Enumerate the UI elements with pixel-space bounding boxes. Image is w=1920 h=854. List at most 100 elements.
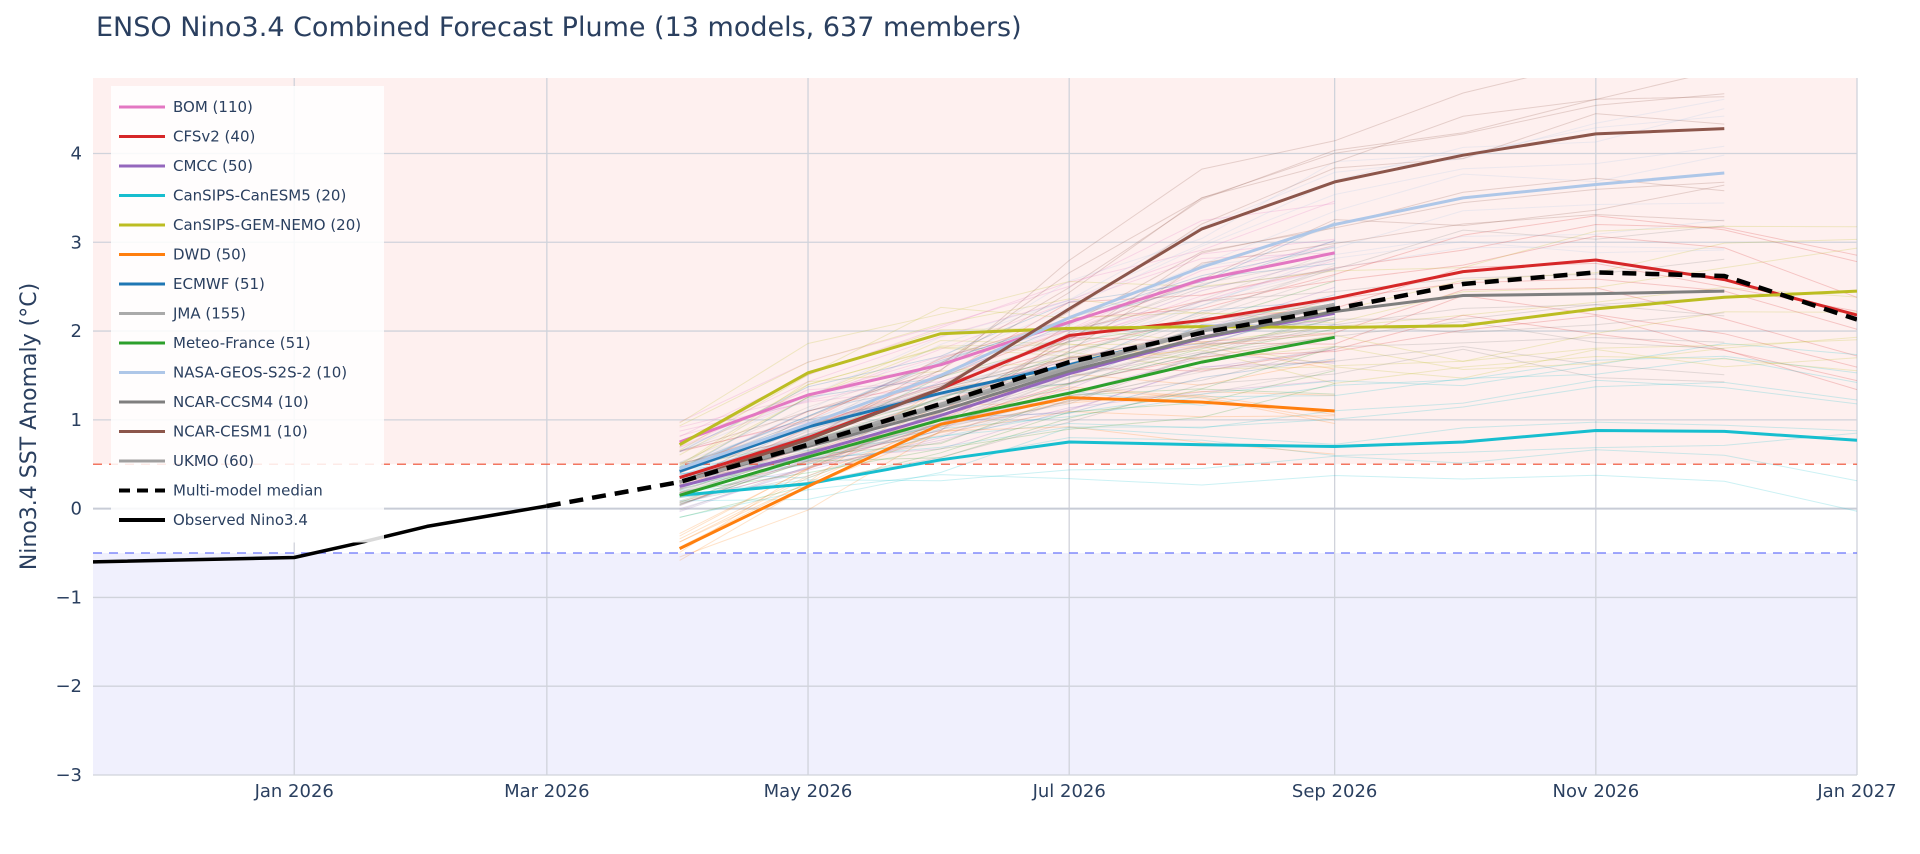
x-tick-label-3: Jul 2026 (1032, 781, 1106, 802)
member-line-5-6 (679, 386, 1335, 543)
legend-label-14: Observed Nino3.4 (173, 511, 308, 529)
member-line-5-7 (679, 359, 1335, 553)
member-line-1-2 (679, 235, 1857, 490)
member-line-4-7 (679, 336, 1857, 470)
y-tick-label-2: 2 (71, 321, 82, 342)
member-line-2-0 (679, 379, 1335, 513)
member-line-10-4 (679, 225, 1725, 470)
legend-label-5: DWD (50) (173, 246, 247, 264)
member-line-11-4 (679, 96, 1725, 480)
x-tick-label-0: Jan 2026 (254, 781, 334, 802)
legend-label-4: CanSIPS-GEM-NEMO (20) (173, 216, 361, 234)
member-line-10-5 (679, 312, 1725, 502)
member-line-4-5 (679, 346, 1857, 468)
legend-label-0: BOM (110) (173, 98, 253, 116)
member-line-1-6 (679, 262, 1857, 474)
member-line-10-7 (679, 320, 1725, 504)
legend-label-11: NCAR-CESM1 (10) (173, 423, 308, 441)
series-line-0 (679, 251, 1335, 444)
legend-label-9: NASA-GEOS-S2S-2 (10) (173, 364, 347, 382)
member-line-9-3 (679, 219, 1725, 491)
y-tick-label-1: 3 (71, 232, 82, 253)
member-line-11-6 (679, 181, 1725, 493)
member-line-1-4 (679, 223, 1857, 474)
member-line-3-1 (679, 357, 1857, 479)
member-line-10-2 (679, 345, 1725, 511)
member-line-4-6 (679, 311, 1857, 456)
member-line-6-3 (679, 221, 1335, 453)
member-line-3-0 (679, 355, 1857, 470)
member-line-12-2 (679, 268, 1335, 491)
legend-label-7: JMA (155) (172, 305, 246, 323)
legend-label-13: Multi-model median (173, 482, 323, 500)
member-line-8-4 (679, 388, 1335, 506)
member-line-5-2 (679, 390, 1335, 535)
member-line-1-0 (679, 315, 1857, 503)
member-line-11-8 (679, 78, 1528, 452)
legend-label-8: Meteo-France (51) (173, 334, 311, 352)
member-line-0-1 (679, 203, 1335, 423)
member-line-0-2 (679, 252, 1335, 448)
member-line-10-6 (679, 297, 1725, 493)
x-tick-label-2: May 2026 (764, 781, 853, 802)
member-line-6-4 (679, 308, 1335, 476)
series-line-13 (546, 270, 1857, 509)
member-line-3-5 (679, 379, 1857, 487)
y-axis-label: Nino3.4 SST Anomaly (°C) (17, 283, 42, 570)
legend-label-1: CFSv2 (40) (173, 128, 255, 146)
y-tick-label-0: 4 (71, 143, 82, 164)
member-line-3-2 (679, 474, 1857, 518)
member-line-0-0 (679, 238, 1335, 444)
series-line-11 (679, 127, 1725, 484)
x-tick-label-6: Jan 2027 (1816, 781, 1896, 802)
member-line-3-8 (679, 421, 1857, 502)
member-line-8-8 (679, 370, 1335, 518)
legend-label-6: ECMWF (51) (173, 275, 265, 293)
member-line-9-1 (679, 246, 1725, 472)
member-line-2-3 (679, 258, 1335, 483)
member-line-5-0 (679, 394, 1335, 561)
series-line-3 (679, 429, 1857, 497)
series-line-4 (678, 289, 1857, 447)
member-line-6-0 (679, 240, 1335, 467)
legend-label-10: NCAR-CCSM4 (10) (173, 393, 309, 411)
series-line-10 (679, 289, 1725, 484)
x-tick-label-1: Mar 2026 (504, 781, 590, 802)
x-tick-label-4: Sep 2026 (1292, 781, 1377, 802)
shaded-band-1 (93, 553, 1857, 775)
member-line-4-4 (679, 349, 1857, 466)
member-line-6-6 (679, 246, 1335, 468)
member-line-3-4 (679, 449, 1857, 499)
member-line-5-5 (679, 333, 1335, 537)
legend-label-2: CMCC (50) (173, 157, 253, 175)
member-line-6-8 (679, 299, 1335, 472)
series-line-14 (93, 504, 548, 564)
member-line-4-3 (679, 339, 1857, 465)
member-line-9-7 (679, 98, 1725, 471)
y-tick-label-7: −3 (55, 765, 82, 786)
member-line-4-2 (679, 238, 1857, 427)
member-line-1-1 (679, 314, 1857, 494)
series-line-9 (679, 171, 1725, 471)
y-tick-label-4: 0 (71, 499, 82, 520)
member-line-3-6 (679, 342, 1857, 470)
member-line-9-5 (679, 154, 1725, 463)
member-line-10-1 (679, 348, 1725, 498)
member-line-7-7 (679, 264, 1335, 468)
series-line-7 (679, 302, 1335, 484)
legend-label-12: UKMO (60) (173, 452, 254, 470)
member-line-9-4 (679, 145, 1725, 477)
member-line-3-3 (679, 381, 1857, 475)
y-tick-label-3: 1 (71, 410, 82, 431)
series-line-5 (678, 396, 1335, 550)
member-line-1-5 (679, 215, 1857, 453)
member-line-7-0 (679, 226, 1335, 464)
member-line-11-7 (679, 113, 1725, 466)
member-line-8-1 (679, 383, 1335, 493)
x-tick-label-5: Nov 2026 (1552, 781, 1639, 802)
member-line-2-2 (679, 361, 1335, 505)
member-line-4-0 (679, 225, 1857, 424)
member-line-11-0 (679, 213, 1725, 497)
